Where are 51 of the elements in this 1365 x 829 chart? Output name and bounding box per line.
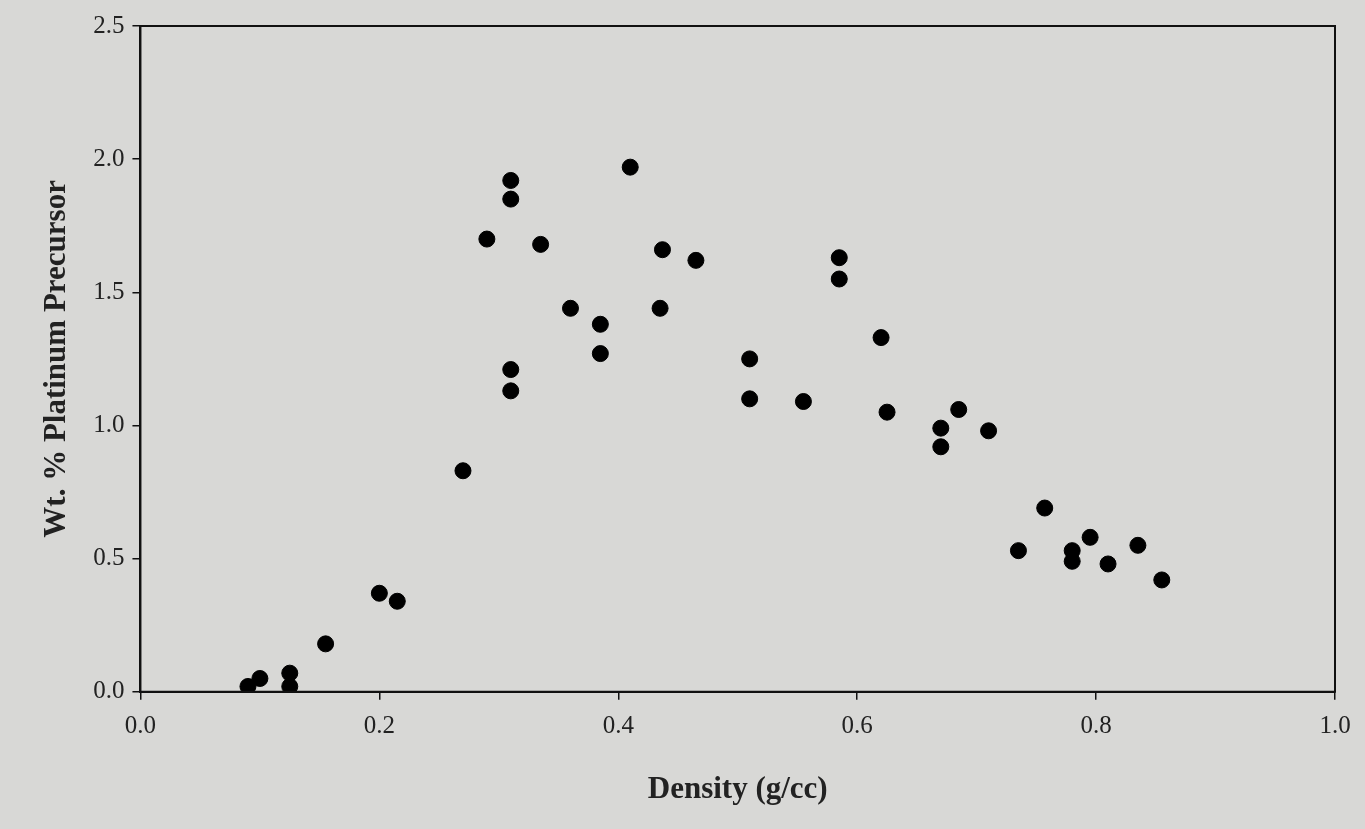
point	[932, 419, 950, 437]
point	[794, 393, 812, 411]
point	[370, 584, 388, 602]
point	[830, 249, 848, 267]
point	[591, 345, 609, 363]
y-tick-label: 0.0	[93, 676, 125, 704]
point	[1009, 542, 1027, 560]
y-tick-label: 1.0	[93, 410, 125, 438]
x-tick-label: 0.6	[841, 711, 873, 739]
point	[317, 635, 335, 653]
point	[950, 401, 968, 418]
y-axis-title: Wt. % Platinum Precursor	[36, 179, 72, 538]
x-axis-title: Density (g/cc)	[647, 770, 828, 806]
point	[1153, 571, 1171, 589]
point	[621, 158, 639, 176]
x-tick-label: 1.0	[1319, 711, 1351, 739]
point	[872, 329, 890, 347]
point	[651, 299, 669, 317]
point	[502, 382, 520, 400]
point	[741, 350, 759, 368]
point	[741, 390, 759, 408]
point	[239, 677, 257, 692]
y-tick-label: 1.5	[93, 276, 125, 304]
point	[502, 171, 520, 189]
x-tick-label: 0.4	[602, 711, 635, 739]
point	[878, 403, 896, 421]
point	[532, 235, 550, 253]
x-tick-label: 0.0	[124, 711, 157, 739]
point	[561, 299, 579, 317]
point	[251, 669, 269, 687]
point	[591, 315, 609, 333]
point	[1081, 528, 1099, 546]
y-tick-label: 2.0	[93, 143, 125, 171]
y-tick-label: 2.5	[93, 10, 125, 38]
point	[653, 241, 671, 259]
x-tick-label: 0.8	[1080, 711, 1112, 739]
point	[502, 190, 520, 208]
point	[687, 251, 705, 269]
x-tick-label: 0.2	[363, 711, 395, 739]
point	[1129, 536, 1147, 554]
y-tick-label: 0.5	[93, 543, 125, 571]
point	[388, 592, 406, 610]
point	[478, 230, 496, 248]
point	[454, 462, 472, 480]
point	[1036, 499, 1054, 517]
point	[830, 270, 848, 288]
point	[932, 438, 950, 456]
point	[980, 422, 998, 440]
point	[1099, 555, 1117, 573]
point	[502, 361, 520, 379]
point	[281, 677, 299, 692]
